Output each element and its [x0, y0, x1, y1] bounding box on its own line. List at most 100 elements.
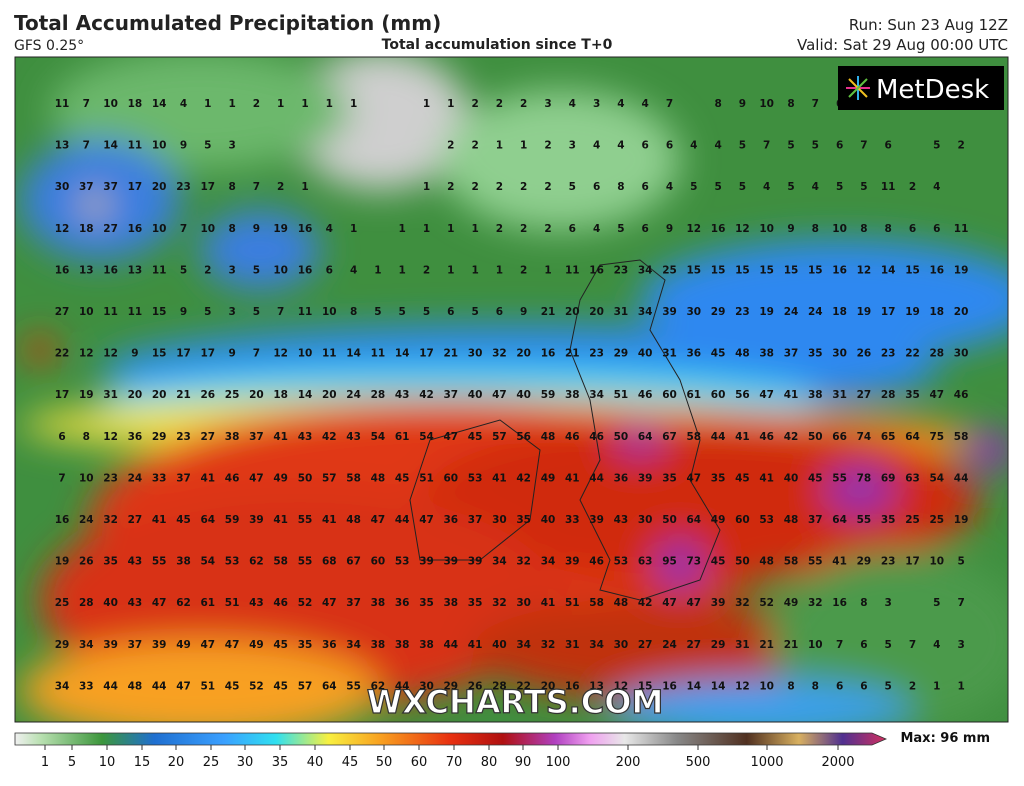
grid-value: 23 — [735, 306, 750, 318]
grid-value: 39 — [711, 597, 726, 609]
grid-value: 24 — [128, 472, 143, 484]
grid-value: 8 — [617, 181, 624, 193]
grid-value: 16 — [832, 597, 847, 609]
grid-value: 3 — [228, 264, 235, 276]
grid-value: 4 — [812, 181, 819, 193]
grid-value: 4 — [617, 98, 624, 110]
grid-value: 64 — [905, 431, 920, 443]
grid-value: 33 — [565, 514, 580, 526]
grid-value: 8 — [860, 223, 867, 235]
grid-value: 25 — [55, 597, 70, 609]
grid-value: 73 — [686, 556, 701, 568]
grid-value: 8 — [228, 223, 235, 235]
grid-value: 6 — [885, 140, 892, 152]
grid-value: 20 — [954, 306, 969, 318]
grid-value: 8 — [787, 680, 794, 692]
grid-value: 44 — [395, 680, 410, 692]
colorbar-label: 1 — [41, 755, 49, 770]
grid-value: 47 — [686, 472, 701, 484]
logo: MetDesk — [838, 66, 1004, 110]
grid-value: 15 — [735, 264, 750, 276]
grid-value: 15 — [759, 264, 774, 276]
grid-value: 5 — [569, 181, 576, 193]
grid-value: 42 — [322, 431, 337, 443]
grid-value: 16 — [662, 680, 677, 692]
grid-value: 1 — [301, 98, 308, 110]
grid-value: 17 — [200, 348, 215, 360]
grid-value: 61 — [686, 389, 701, 401]
subtitle: Total accumulation since T+0 — [382, 37, 613, 53]
grid-value: 40 — [492, 639, 507, 651]
grid-value: 7 — [909, 639, 916, 651]
grid-value: 27 — [857, 389, 872, 401]
grid-value: 1 — [204, 98, 211, 110]
grid-value: 64 — [200, 514, 215, 526]
grid-value: 20 — [152, 181, 167, 193]
grid-value: 47 — [419, 514, 434, 526]
colorbar-label: 100 — [546, 755, 571, 770]
grid-value: 30 — [638, 514, 653, 526]
grid-value: 10 — [298, 348, 313, 360]
colorbar-label: 90 — [515, 755, 532, 770]
grid-value: 48 — [128, 680, 143, 692]
grid-value: 43 — [614, 514, 629, 526]
grid-value: 29 — [443, 680, 458, 692]
grid-value: 67 — [346, 556, 361, 568]
grid-value: 5 — [204, 306, 211, 318]
grid-value: 2 — [520, 223, 527, 235]
grid-value: 2 — [957, 140, 964, 152]
grid-value: 14 — [103, 140, 118, 152]
grid-value: 50 — [735, 556, 750, 568]
grid-value: 49 — [249, 639, 264, 651]
grid-value: 46 — [589, 431, 604, 443]
grid-value: 42 — [784, 431, 799, 443]
grid-value: 15 — [638, 680, 653, 692]
grid-value: 24 — [662, 639, 677, 651]
grid-value: 55 — [832, 472, 847, 484]
grid-value: 53 — [395, 556, 410, 568]
grid-value: 1 — [520, 140, 527, 152]
grid-value: 25 — [225, 389, 240, 401]
grid-value: 10 — [200, 223, 215, 235]
grid-value: 3 — [544, 98, 551, 110]
grid-value: 14 — [395, 348, 410, 360]
grid-value: 11 — [152, 264, 167, 276]
grid-value: 26 — [857, 348, 872, 360]
grid-value: 6 — [836, 680, 843, 692]
grid-value: 32 — [103, 514, 118, 526]
grid-value: 31 — [832, 389, 847, 401]
grid-value: 64 — [832, 514, 847, 526]
grid-value: 10 — [79, 472, 94, 484]
grid-value: 62 — [176, 597, 191, 609]
grid-value: 21 — [176, 389, 191, 401]
grid-value: 28 — [492, 680, 507, 692]
grid-value: 6 — [447, 306, 454, 318]
grid-value: 48 — [784, 514, 799, 526]
grid-value: 3 — [593, 98, 600, 110]
grid-value: 46 — [954, 389, 969, 401]
grid-value: 9 — [666, 223, 673, 235]
grid-value: 1 — [301, 181, 308, 193]
grid-value: 60 — [735, 514, 750, 526]
grid-value: 58 — [784, 556, 799, 568]
grid-value: 57 — [298, 680, 313, 692]
grid-value: 28 — [881, 389, 896, 401]
grid-value: 45 — [225, 680, 240, 692]
colorbar-label: 2000 — [821, 755, 854, 770]
colorbar-label: 200 — [616, 755, 641, 770]
grid-value: 4 — [350, 264, 357, 276]
grid-value: 62 — [371, 680, 386, 692]
grid-value: 31 — [614, 306, 629, 318]
grid-value: 1 — [228, 98, 235, 110]
grid-value: 7 — [763, 140, 770, 152]
colorbar-label: 80 — [481, 755, 498, 770]
grid-value: 5 — [933, 597, 940, 609]
grid-value: 34 — [55, 680, 70, 692]
grid-value: 5 — [471, 306, 478, 318]
grid-value: 44 — [954, 472, 969, 484]
grid-value: 48 — [759, 556, 774, 568]
grid-value: 1 — [374, 264, 381, 276]
grid-value: 40 — [103, 597, 118, 609]
grid-value: 57 — [322, 472, 337, 484]
grid-value: 12 — [79, 348, 94, 360]
